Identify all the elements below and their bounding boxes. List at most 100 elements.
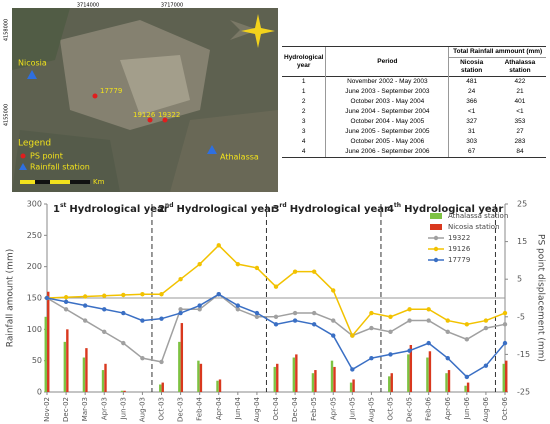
annotation-suffix: rd [279,202,286,209]
line-marker [445,318,450,323]
x-tick-label: Aug-06 [482,396,490,422]
vegetation [12,8,70,70]
annotation: 4th Hydrological year [387,202,503,216]
table-row: 1 June 2003 - September 2003 24 21 [282,87,546,97]
table-cell: October 2004 - May 2005 [325,117,449,127]
legend-swatch [433,246,439,252]
bar [295,354,298,392]
annotation: 2nd Hydrological year [158,202,276,216]
line-marker [197,307,202,312]
table-cell: 4 [301,138,306,145]
table-row: 4 October 2005 - May 2006 303 283 [282,137,546,147]
x-tick-label: Aug-05 [367,397,375,422]
bar [407,354,410,392]
station-marker [27,70,37,79]
x-tick-label: Mar-03 [81,397,89,421]
bar [390,373,393,392]
table-cell: 2 [301,98,306,105]
annotation-number: 2 [158,204,165,215]
line-marker [121,292,126,298]
table-cell: 84 [493,147,546,158]
chart: 0 50 100 150 200 250 300 -25 -15 -5 5 15 25 Rainfall … [6,200,546,423]
compass [241,14,275,48]
line-marker [407,348,412,353]
bar [273,366,276,392]
line-marker [178,310,183,316]
line-marker [235,261,241,267]
line-marker [311,269,317,274]
legend-label: 19322 [448,234,470,242]
line-marker [445,329,450,335]
line-marker [140,355,145,361]
line-marker [273,322,279,327]
line-marker [44,295,50,301]
y2-tick-label: 5 [517,275,522,284]
table-cell: 67 [448,147,494,158]
y2-tick-label: -5 [517,312,525,321]
x-tick-label: Aug-03 [138,397,146,422]
table-cell: 3 [301,128,306,135]
annotation: 3rd Hydrological year [272,202,389,216]
bar [352,379,355,392]
x-tick-label: Jun-06 [463,396,471,420]
bar [104,363,107,392]
line-marker [369,310,374,316]
table-cell: 4 [282,147,326,158]
y-tick-label: 200 [27,262,42,271]
line-marker [464,337,470,342]
bar [120,390,124,392]
legend-item: Rainfall station [30,163,90,172]
annotation-text: Hydrological year [69,204,168,215]
y-coordinate: 4158000 [4,19,10,41]
table-cell: June 2005 - September 2005 [325,127,449,137]
line-marker [369,355,374,361]
station-marker [207,145,217,154]
table-row: 2 June 2004 - September 2004 <1 <1 [282,107,546,117]
x-tick-label: Apr-04 [215,396,223,420]
bar [44,316,47,392]
legend-swatch [430,224,442,230]
annotation: 1st Hydrological year [53,202,169,216]
table-cell: 21 [516,88,524,95]
line-marker [331,288,336,293]
line-marker [445,355,450,361]
y2-tick-label: -15 [517,350,530,359]
line-marker [121,340,126,346]
x-tick-label: Apr-06 [444,396,452,420]
x-tick-label: Feb-04 [196,396,204,420]
line-marker [197,303,202,308]
ps-point [92,93,98,99]
header-cell: Period [325,46,449,77]
bar [292,357,296,392]
scale-bar [20,180,90,184]
table-row: 3 October 2004 - May 2005 327 353 [282,117,546,127]
table-cell: June 2004 - September 2004 [325,107,449,117]
table-cell: June 2006 - September 2006 [325,147,449,158]
ps-label: 17779 [100,87,122,95]
line-marker [502,322,508,327]
y-tick-label: 300 [27,200,42,209]
legend-swatch [433,235,439,241]
terrain [230,20,258,40]
table-row: 3 June 2005 - September 2005 31 27 [282,127,546,137]
table-row: 2 October 2003 - May 2004 366 401 [282,97,546,107]
legend-symbol [20,153,26,159]
annotation-suffix: nd [165,202,174,209]
line-marker [369,325,374,331]
table-cell: 366 [448,97,494,107]
urban-area [120,55,190,115]
scale-unit: Km [93,178,105,186]
table-cell: 1 [301,88,306,95]
line-marker [426,340,431,346]
bar [47,291,50,392]
x-tick-label: Jun-03 [119,397,127,420]
bar [445,373,448,392]
bar [505,360,508,392]
terrain [12,130,120,192]
bar [197,360,200,392]
bar [82,357,86,392]
x-tick-label: Aug-04 [253,396,261,422]
x-tick-label: Oct-06 [501,396,509,420]
legend-title: Legend [18,139,51,149]
table-cell: 283 [514,138,526,145]
